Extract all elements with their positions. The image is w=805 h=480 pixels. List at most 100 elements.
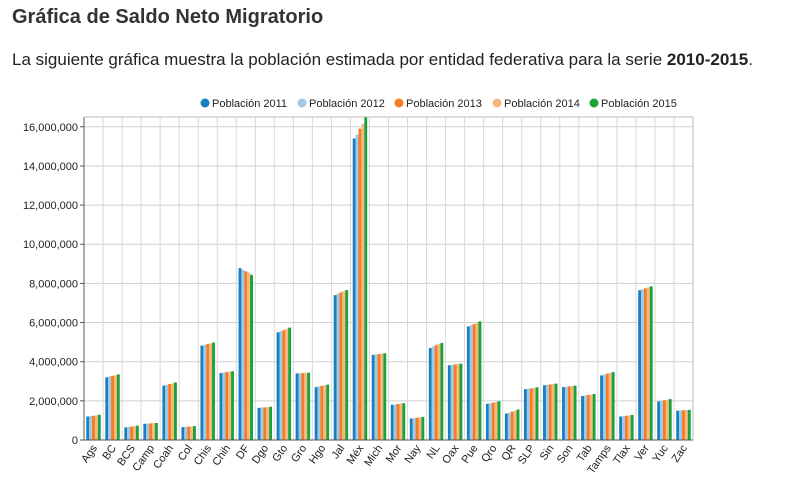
bar (638, 290, 642, 440)
bar (190, 426, 194, 440)
y-tick-label: 8,000,000 (29, 278, 78, 290)
bar (295, 373, 299, 440)
x-tick-label: Coah (151, 443, 176, 471)
legend-marker (394, 98, 404, 108)
y-tick-label: 4,000,000 (29, 357, 78, 369)
bar (307, 372, 311, 440)
bar (390, 404, 394, 440)
bar (288, 327, 292, 440)
bar (663, 400, 666, 440)
bar (184, 426, 188, 440)
bar (244, 271, 248, 440)
bar (168, 384, 172, 440)
bar (431, 346, 435, 440)
bar (562, 387, 565, 440)
bar (611, 372, 615, 440)
legend-label: Población 2014 (504, 98, 580, 110)
bar (532, 387, 536, 440)
bar (399, 403, 403, 440)
bar (589, 394, 593, 440)
bar (241, 269, 245, 440)
bar (171, 383, 174, 440)
bar (380, 353, 384, 440)
bar (326, 384, 330, 440)
bar (301, 373, 305, 440)
bar (231, 371, 234, 440)
bar (358, 128, 362, 440)
legend-marker (589, 98, 599, 108)
bar (447, 365, 451, 440)
x-tick-label: Qro (479, 443, 499, 465)
bar (510, 411, 514, 440)
bar (524, 389, 527, 440)
bar (276, 332, 280, 440)
bar (603, 374, 606, 440)
bar (504, 413, 508, 440)
bar (567, 386, 571, 440)
bar (466, 326, 470, 440)
bar (516, 409, 520, 440)
bar (345, 290, 349, 440)
bar (393, 404, 397, 440)
bar (605, 373, 609, 440)
page-description: La siguiente gráfica muestra la població… (12, 50, 753, 70)
bar (526, 388, 530, 440)
bar (146, 423, 150, 440)
bar (200, 345, 204, 440)
bar (342, 291, 346, 440)
bar (154, 422, 158, 440)
bar (600, 375, 604, 440)
bar (108, 376, 112, 440)
bar (548, 384, 552, 440)
bar (152, 423, 155, 440)
x-tick-label: Ags (79, 442, 100, 465)
bar (687, 409, 691, 440)
bar (456, 364, 460, 440)
legend-marker (297, 98, 307, 108)
bar (412, 418, 416, 440)
bar (592, 393, 596, 440)
bar (143, 423, 147, 440)
bar (339, 292, 343, 440)
bar (497, 401, 501, 440)
bar (228, 371, 232, 440)
x-tick-label: SLP (516, 443, 538, 467)
bar (377, 354, 381, 440)
y-tick-label: 6,000,000 (29, 318, 78, 330)
bar (535, 387, 539, 440)
bar (488, 403, 492, 440)
bar (212, 342, 215, 440)
bar (475, 322, 479, 440)
legend-marker (492, 98, 502, 108)
bar (472, 324, 476, 440)
legend-marker (200, 98, 210, 108)
bar (162, 385, 166, 440)
bar (304, 372, 308, 440)
bar (127, 426, 131, 440)
bar (209, 343, 213, 440)
bar (323, 385, 327, 440)
bar (624, 415, 628, 440)
y-tick-label: 12,000,000 (23, 200, 78, 212)
legend-label: Población 2011 (212, 98, 287, 110)
bar (459, 363, 463, 440)
x-tick-label: Mor (384, 443, 405, 466)
y-tick-label: 2,000,000 (29, 396, 78, 408)
bar (434, 345, 438, 440)
bar (402, 403, 406, 440)
bar (630, 414, 634, 440)
bar (581, 395, 584, 440)
y-tick-label: 0 (72, 435, 78, 447)
bar (660, 400, 664, 440)
x-tick-label: Gro (289, 443, 309, 465)
bar (130, 426, 134, 440)
bar (361, 123, 365, 441)
bar (352, 138, 356, 441)
bar (222, 372, 226, 440)
bar (92, 415, 95, 440)
bar (529, 388, 533, 440)
y-tick-label: 16,000,000 (23, 122, 78, 134)
bar (364, 117, 368, 440)
x-tick-label: Gto (270, 443, 290, 464)
x-tick-label: Chih (210, 443, 233, 468)
